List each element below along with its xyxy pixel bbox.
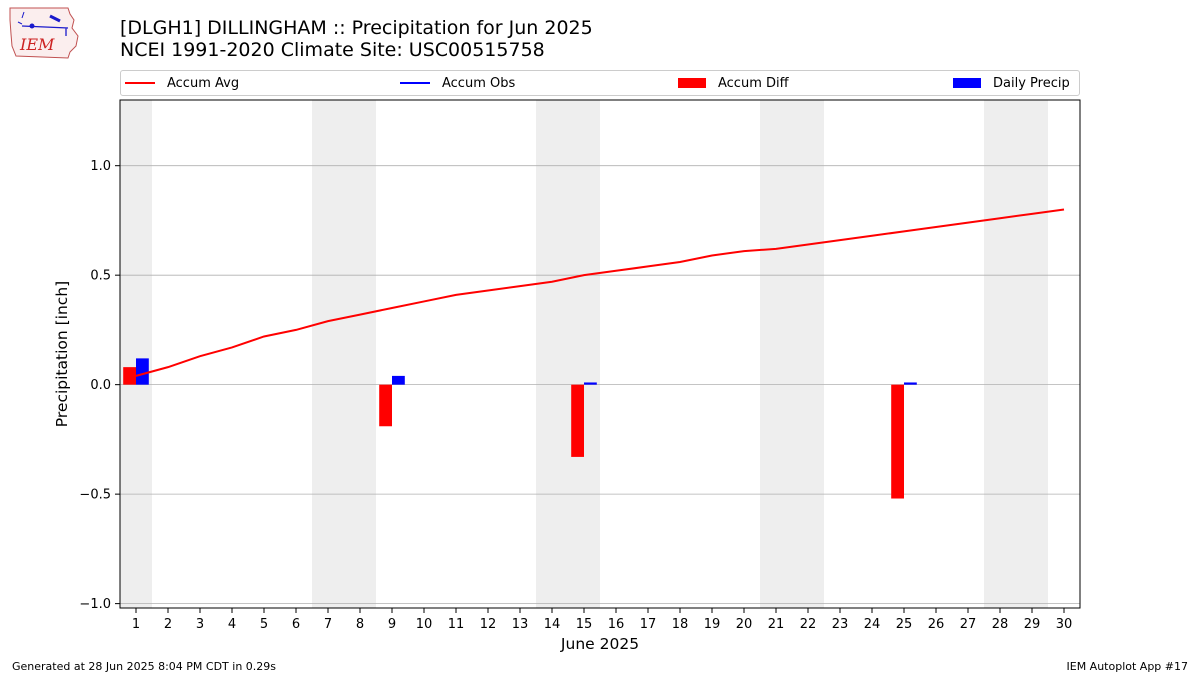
legend-daily-precip-swatch (953, 78, 981, 88)
x-tick-label: 16 (608, 617, 625, 632)
x-tick-label: 13 (512, 617, 529, 632)
y-tick-label: 0.5 (90, 269, 111, 284)
accum-diff-bar (571, 384, 584, 457)
x-tick-label: 19 (704, 617, 721, 632)
legend-accum-obs-swatch (400, 82, 430, 84)
legend-accum-obs-label: Accum Obs (442, 75, 516, 91)
legend-daily-precip: Daily Precip (953, 71, 1070, 95)
x-tick-label: 25 (896, 617, 913, 632)
y-tick-label: −0.5 (79, 488, 111, 503)
weekend-shade (760, 100, 792, 608)
x-tick-label: 22 (800, 617, 817, 632)
accum-avg-line (135, 208, 1065, 377)
weekend-shade (792, 100, 824, 608)
x-tick-label: 30 (1056, 617, 1073, 632)
weekend-shade (344, 100, 376, 608)
legend: Accum Avg Accum Obs Accum Diff Daily Pre… (120, 70, 1080, 96)
x-axis-label: June 2025 (560, 635, 639, 653)
weekend-shade (536, 100, 568, 608)
daily-precip-bar (904, 382, 917, 385)
legend-accum-diff-label: Accum Diff (718, 75, 789, 91)
y-axis-label: Precipitation [inch] (53, 281, 71, 427)
accum-diff-bar (891, 384, 904, 499)
x-tick-label: 14 (544, 617, 561, 632)
x-tick-label: 23 (832, 617, 849, 632)
x-tick-label: 20 (736, 617, 753, 632)
x-tick-label: 29 (1024, 617, 1041, 632)
y-tick-label: −1.0 (79, 597, 111, 612)
x-tick-label: 17 (640, 617, 657, 632)
x-tick-label: 2 (164, 617, 172, 632)
x-tick-label: 12 (480, 617, 497, 632)
x-tick-label: 11 (448, 617, 465, 632)
plot-frame (119, 99, 1081, 609)
legend-accum-avg: Accum Avg (125, 71, 239, 95)
app-footer: IEM Autoplot App #17 (1066, 660, 1189, 673)
weekend-shade (1016, 100, 1048, 608)
x-tick-label: 24 (864, 617, 881, 632)
x-tick-label: 15 (576, 617, 593, 632)
daily-precip-bar (136, 358, 149, 385)
legend-accum-diff-swatch (678, 78, 706, 88)
x-tick-label: 8 (356, 617, 364, 632)
weekend-shade (312, 100, 344, 608)
x-tick-label: 6 (292, 617, 300, 632)
weekend-shade (120, 100, 152, 608)
daily-precip-bar (584, 382, 597, 385)
chart-title: [DLGH1] DILLINGHAM :: Precipitation for … (120, 17, 593, 61)
x-tick-label: 26 (928, 617, 945, 632)
x-tick-label: 4 (228, 617, 236, 632)
x-tick-label: 3 (196, 617, 204, 632)
title-line-2: NCEI 1991-2020 Climate Site: USC00515758 (120, 39, 545, 61)
accum-diff-bar (123, 367, 136, 385)
legend-daily-precip-label: Daily Precip (993, 75, 1070, 91)
iem-logo: IEM (9, 7, 79, 59)
legend-accum-avg-label: Accum Avg (167, 75, 240, 91)
accum-diff-bar (379, 384, 392, 427)
weekend-shade (568, 100, 600, 608)
x-tick-label: 5 (260, 617, 268, 632)
legend-accum-obs: Accum Obs (400, 71, 515, 95)
x-tick-label: 9 (388, 617, 396, 632)
x-tick-label: 28 (992, 617, 1009, 632)
x-tick-label: 18 (672, 617, 689, 632)
y-tick-label: 1.0 (90, 159, 111, 174)
legend-accum-diff: Accum Diff (678, 71, 789, 95)
daily-precip-bar (392, 375, 405, 385)
logo-text: IEM (19, 35, 55, 54)
title-line-1: [DLGH1] DILLINGHAM :: Precipitation for … (120, 17, 593, 39)
legend-accum-avg-swatch (125, 82, 155, 84)
x-tick-label: 1 (132, 617, 140, 632)
x-tick-label: 10 (416, 617, 433, 632)
x-tick-label: 27 (960, 617, 977, 632)
x-tick-label: 7 (324, 617, 332, 632)
weekend-shade (984, 100, 1016, 608)
generated-footer: Generated at 28 Jun 2025 8:04 PM CDT in … (12, 660, 277, 673)
x-tick-label: 21 (768, 617, 785, 632)
y-tick-label: 0.0 (90, 378, 111, 393)
